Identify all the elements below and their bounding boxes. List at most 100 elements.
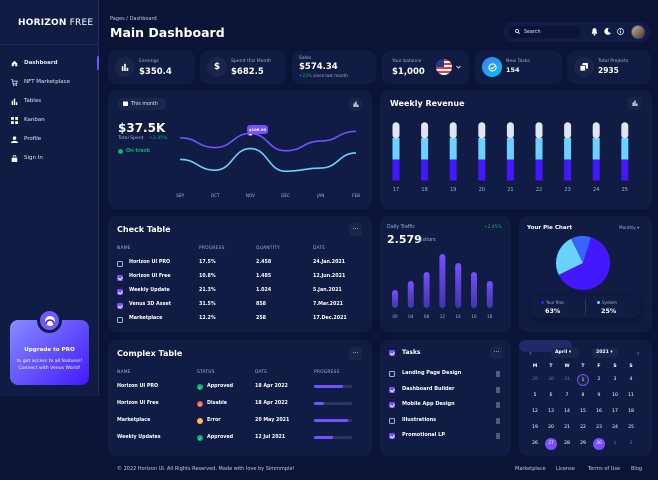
info-icon[interactable] xyxy=(617,28,624,37)
calendar-day[interactable]: 17 xyxy=(612,409,618,414)
row-checkbox[interactable] xyxy=(117,317,123,323)
month-select[interactable]: April ▾ xyxy=(551,348,579,358)
calendar-day[interactable]: 25 xyxy=(628,425,634,430)
calendar-day[interactable]: 29 xyxy=(580,441,586,446)
stat-card-spend: $ Spend this Month $682.5 xyxy=(200,51,286,84)
sidebar-item-dashboard[interactable]: Dashboard xyxy=(11,57,97,69)
calendar-day[interactable]: 5 xyxy=(533,393,537,398)
task-checkbox[interactable] xyxy=(389,402,395,408)
task-checkbox[interactable] xyxy=(389,417,395,424)
calendar-day[interactable]: 18 xyxy=(628,409,634,414)
calendar-day[interactable]: 22 xyxy=(580,425,586,430)
this-month-button[interactable]: This month xyxy=(118,98,166,110)
calendar-day[interactable]: 27 xyxy=(545,438,557,450)
brand-logo[interactable]: HORIZON FREE xyxy=(18,18,94,28)
footer-link-terms[interactable]: Terms of Use xyxy=(588,466,621,472)
calendar-day[interactable]: 2 xyxy=(629,441,633,446)
weekly-options-button[interactable] xyxy=(628,97,641,110)
total-spent-label: Total Spent +2.45% xyxy=(118,136,168,141)
sidebar-item-nft-marketplace[interactable]: NFT Marketplace xyxy=(11,76,97,88)
tasks-menu-button[interactable]: ··· xyxy=(490,346,503,359)
calendar-day[interactable]: 14 xyxy=(564,409,570,414)
footer-link-blog[interactable]: Blog xyxy=(631,466,643,472)
calendar-day[interactable]: 4 xyxy=(629,377,633,382)
sidebar-item-profile[interactable]: Profile xyxy=(11,133,97,145)
breadcrumb[interactable]: Pages / Dashboard xyxy=(110,16,157,22)
calendar-day[interactable]: 1 xyxy=(577,374,589,386)
stat-label: Spend this Month xyxy=(231,59,272,64)
chevron-down-icon[interactable] xyxy=(456,64,461,71)
calendar-day[interactable]: 10 xyxy=(612,393,618,398)
task-checkbox[interactable] xyxy=(389,386,395,393)
bar-segment xyxy=(564,159,572,181)
calendar-day[interactable]: 29 xyxy=(532,377,538,382)
calendar-day[interactable]: 11 xyxy=(628,393,634,398)
drag-handle-icon[interactable] xyxy=(496,386,500,393)
calendar-day[interactable]: 31 xyxy=(564,377,570,382)
sidebar-item-label: Profile xyxy=(24,136,42,142)
stat-value: $574.34 xyxy=(299,62,338,72)
calendar-day[interactable]: 16 xyxy=(596,409,602,414)
complex-row-date: 12 Jul 2021 xyxy=(255,435,286,440)
bar-segment xyxy=(478,159,486,181)
prev-month-icon[interactable]: ‹ xyxy=(529,350,532,357)
calendar-day[interactable]: 13 xyxy=(548,409,554,414)
row-checkbox[interactable] xyxy=(117,261,123,267)
traffic-bar xyxy=(439,254,446,308)
pie-period-select[interactable]: Monthly ▾ xyxy=(619,225,640,230)
x-tick-label: 23 xyxy=(564,187,570,193)
sidebar-item-tables[interactable]: Tables xyxy=(11,95,97,107)
on-track-status: On track xyxy=(118,148,150,154)
calendar-day[interactable]: 21 xyxy=(564,425,570,430)
upgrade-promo-card[interactable]: Upgrade to PRO to get access to all feat… xyxy=(10,308,89,385)
moon-icon[interactable] xyxy=(604,27,611,37)
pie-slice xyxy=(571,236,591,263)
tasks-select-all-checkbox[interactable] xyxy=(389,350,395,356)
check-row-name: Weekly Update xyxy=(129,288,170,293)
x-tick-label: NOV xyxy=(246,193,255,198)
search-input[interactable]: Search xyxy=(509,26,581,38)
footer-link-marketplace[interactable]: Marketplace xyxy=(515,466,546,472)
sidebar-item-sign-in[interactable]: Sign In xyxy=(11,152,97,164)
bar-segment xyxy=(449,159,457,181)
calendar-day[interactable]: 30 xyxy=(548,377,554,382)
calendar-day[interactable]: 8 xyxy=(581,393,585,398)
calendar-day[interactable]: 12 xyxy=(532,409,538,414)
task-checkbox[interactable] xyxy=(389,371,395,377)
calendar-day[interactable]: 3 xyxy=(613,377,617,382)
calendar-day[interactable]: 30 xyxy=(593,438,605,450)
calendar-day[interactable]: 28 xyxy=(564,441,570,446)
sidebar-item-kanban[interactable]: Kanban xyxy=(11,114,97,126)
row-checkbox[interactable] xyxy=(117,289,123,295)
row-checkbox[interactable] xyxy=(117,303,123,309)
footer-link-license[interactable]: License xyxy=(556,466,575,472)
avatar[interactable] xyxy=(631,25,645,39)
calendar-day[interactable]: 2 xyxy=(597,377,601,382)
calendar-day[interactable]: 1 xyxy=(613,441,617,446)
task-checkbox[interactable] xyxy=(389,433,395,439)
calendar-day[interactable]: 20 xyxy=(548,425,554,430)
bell-icon[interactable] xyxy=(591,28,598,38)
progress-bar xyxy=(314,402,352,405)
series-line-0 xyxy=(179,130,357,152)
check-table-menu-button[interactable]: ··· xyxy=(349,223,362,236)
usa-flag-icon[interactable] xyxy=(436,59,452,75)
next-month-icon[interactable]: › xyxy=(637,350,640,357)
calendar-day[interactable]: 7 xyxy=(565,393,569,398)
drag-handle-icon[interactable] xyxy=(496,417,500,424)
drag-handle-icon[interactable] xyxy=(496,402,500,408)
row-checkbox[interactable] xyxy=(117,275,123,281)
sidebar-item-label: Tables xyxy=(24,98,42,104)
calendar-day[interactable]: 23 xyxy=(596,425,602,430)
calendar-day[interactable]: 9 xyxy=(597,393,601,398)
complex-table-menu-button[interactable]: ··· xyxy=(349,347,362,360)
chart-options-button[interactable] xyxy=(349,98,362,111)
calendar-day[interactable]: 15 xyxy=(580,409,586,414)
calendar-day[interactable]: 26 xyxy=(532,441,538,446)
year-select[interactable]: 2021 ▾ xyxy=(592,348,618,358)
drag-handle-icon[interactable] xyxy=(496,433,500,439)
drag-handle-icon[interactable] xyxy=(496,371,500,377)
calendar-day[interactable]: 24 xyxy=(612,425,618,430)
calendar-day[interactable]: 19 xyxy=(532,425,538,430)
calendar-day[interactable]: 6 xyxy=(549,393,553,398)
